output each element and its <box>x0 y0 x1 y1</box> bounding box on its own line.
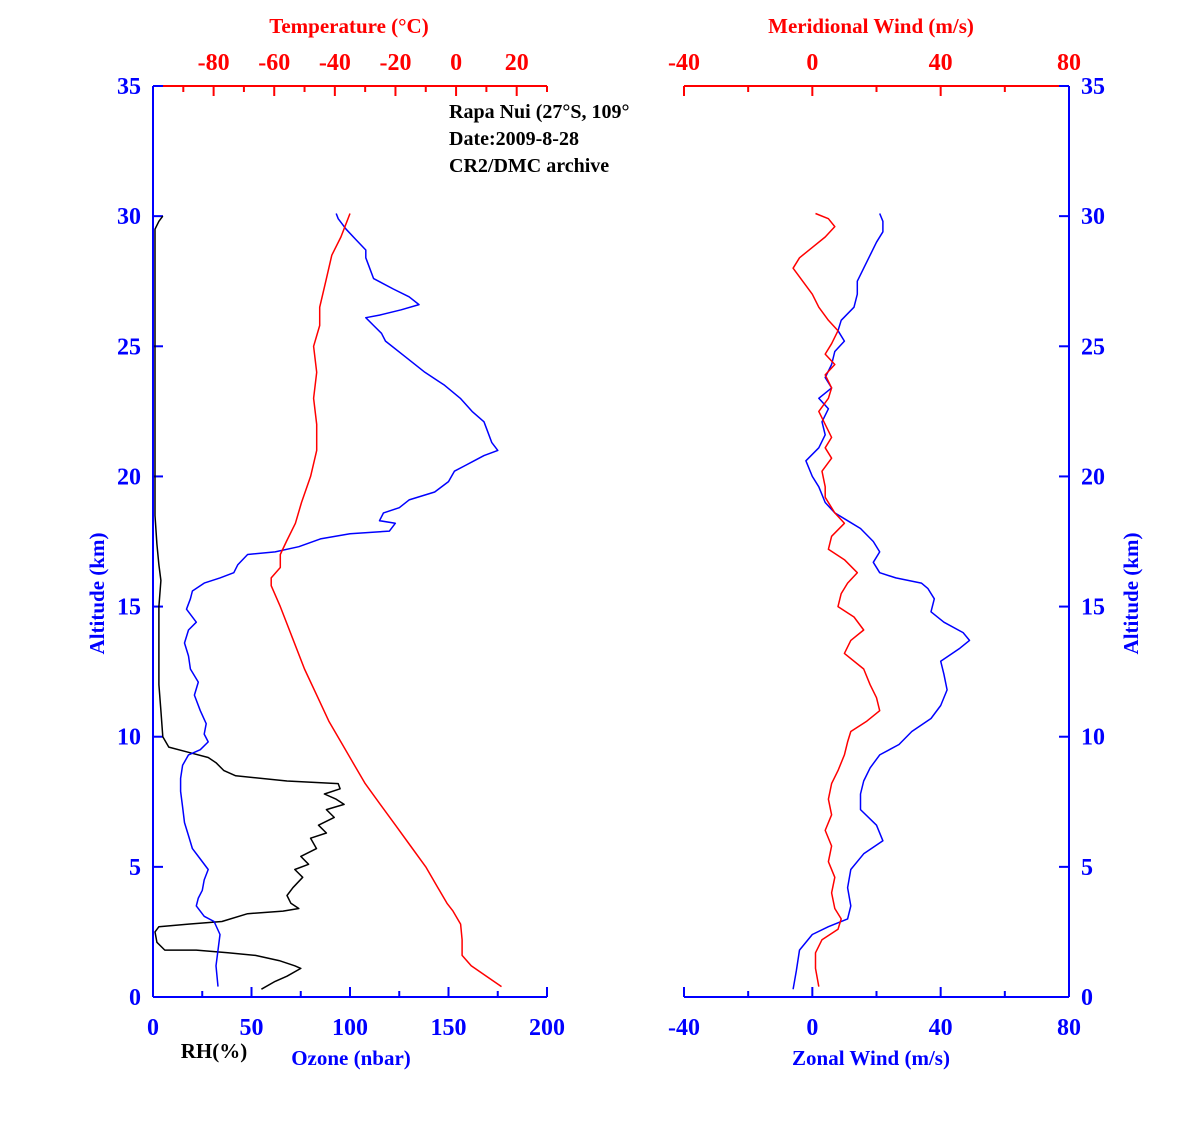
right-y-tick-label: 10 <box>1081 725 1105 751</box>
left-series-temperature-c <box>270 213 502 988</box>
annotation-line-1: Rapa Nui (27°S, 109° <box>449 101 629 123</box>
left-top-tick-label: 0 <box>450 50 462 76</box>
right-series-meridional-wind-m-s <box>792 212 881 987</box>
left-top-tick-label: -40 <box>319 50 351 76</box>
annotation-line-3: CR2/DMC archive <box>449 155 609 177</box>
right-top-axis-label: Meridional Wind (m/s) <box>768 14 974 38</box>
left-top-tick-label: -80 <box>198 50 230 76</box>
right-bottom-tick-label: -40 <box>668 1015 700 1041</box>
left-y-tick-label: 0 <box>129 985 141 1011</box>
right-y-tick-label: 5 <box>1081 855 1093 881</box>
left-top-tick-label: 20 <box>505 50 529 76</box>
left-bottom-axis-label: Ozone (nbar) <box>291 1046 411 1070</box>
right-bottom-tick-label: 80 <box>1057 1015 1081 1041</box>
right-top-tick-label: 40 <box>929 50 953 76</box>
left-y-tick-label: 15 <box>117 595 141 621</box>
left-top-axis-label: Temperature (°C) <box>269 14 428 38</box>
left-y-tick-label: 30 <box>117 204 141 230</box>
right-top-tick-label: 0 <box>806 50 818 76</box>
left-bottom-tick-label: 0 <box>147 1015 159 1041</box>
right-y-tick-label: 35 <box>1081 74 1105 100</box>
right-y-tick-label: 0 <box>1081 985 1093 1011</box>
left-series-rh <box>154 215 345 990</box>
left-panel: 0 50 100 150 200-80 -60 -40 -20 0 200510152025303… <box>85 14 565 1070</box>
left-y-tick-label: 10 <box>117 725 141 751</box>
right-y-tick-label: 20 <box>1081 464 1105 490</box>
right-bottom-tick-label: 0 <box>806 1015 818 1041</box>
left-y-tick-label: 25 <box>117 334 141 360</box>
right-top-tick-label: 80 <box>1057 50 1081 76</box>
right-series-zonal-wind-m-s <box>792 213 971 990</box>
left-bottom-tick-label: 200 <box>529 1015 565 1041</box>
right-bottom-tick-label: 40 <box>929 1015 953 1041</box>
right-y-tick-label: 25 <box>1081 334 1105 360</box>
left-series-ozone-nbar <box>179 213 499 987</box>
left-bottom-tick-label: 150 <box>431 1015 467 1041</box>
annotation-line-2: Date:2009-8-28 <box>449 128 579 150</box>
left-y-axis-label: Altitude (km) <box>85 533 109 655</box>
left-y-tick-label: 5 <box>129 855 141 881</box>
left-bottom-tick-label: 100 <box>332 1015 368 1041</box>
left-y-tick-label: 20 <box>117 464 141 490</box>
right-bottom-axis-label: Zonal Wind (m/s) <box>792 1046 950 1070</box>
left-bottom-tick-label: 50 <box>240 1015 264 1041</box>
left-top-tick-label: -60 <box>258 50 290 76</box>
right-y-tick-label: 15 <box>1081 595 1105 621</box>
left-top-tick-label: -20 <box>379 50 411 76</box>
left-y-tick-label: 35 <box>117 74 141 100</box>
right-y-tick-label: 30 <box>1081 204 1105 230</box>
left-rh-axis-label: RH(%) <box>181 1039 248 1063</box>
right-y-axis-label: Altitude (km) <box>1119 533 1143 655</box>
right-top-tick-label: -40 <box>668 50 700 76</box>
